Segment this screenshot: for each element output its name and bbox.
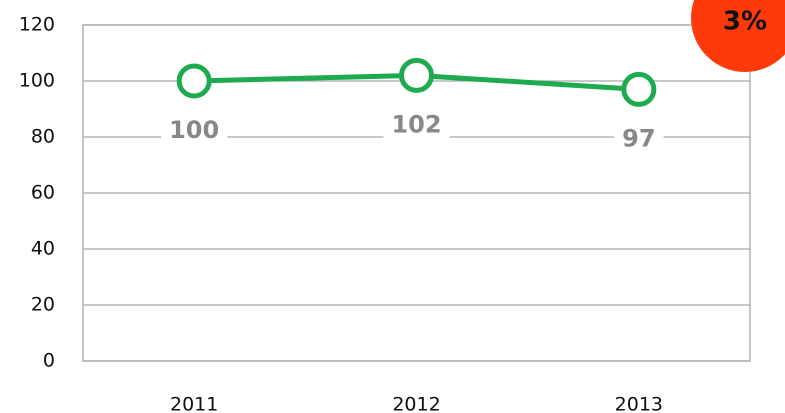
marker: [176, 63, 212, 99]
y-tick-label: 80: [31, 126, 55, 148]
y-tick-label: 60: [31, 182, 55, 204]
x-tick-label: 2012: [392, 394, 440, 413]
data-label: 97: [622, 124, 655, 152]
x-tick-label: 2011: [170, 394, 218, 413]
y-tick-label: 40: [31, 238, 55, 260]
y-tick-label: 100: [19, 70, 55, 92]
marker: [399, 57, 434, 93]
badge: [691, 0, 785, 72]
data-label: 100: [169, 116, 219, 144]
x-tick-label: 2013: [615, 394, 663, 413]
y-tick-label: 20: [31, 294, 55, 316]
data-label-bg: [614, 124, 664, 153]
marks: 0 20 40 60 80 100 120 2011 2012 2013 100 102 97: [19, 14, 750, 413]
y-tick-label: 120: [19, 14, 55, 36]
marker: [621, 71, 657, 107]
y-tick-label: 0: [43, 350, 55, 372]
data-label-bg: [161, 116, 228, 144]
badge-text: 3%: [723, 7, 767, 37]
data-label: 102: [391, 110, 441, 138]
data-label-bg: [383, 110, 450, 139]
